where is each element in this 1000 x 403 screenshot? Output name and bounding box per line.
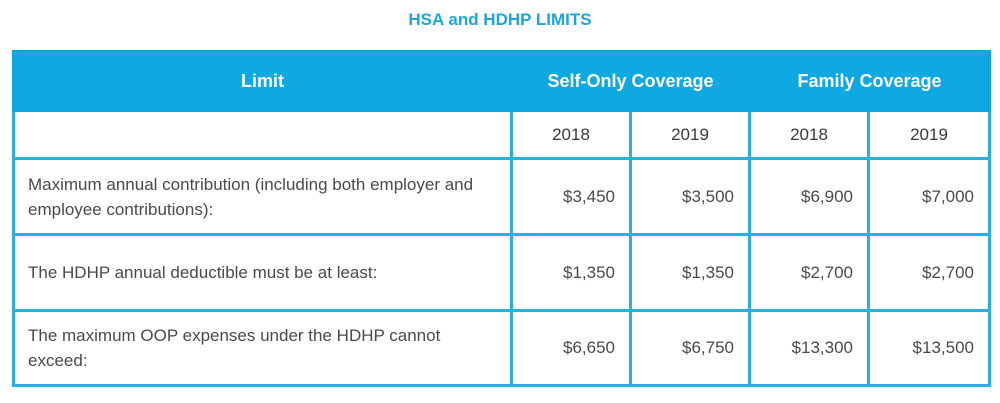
year-family-2018: 2018 — [748, 109, 870, 160]
cell-value: $6,750 — [629, 309, 751, 387]
page-title: HSA and HDHP LIMITS — [408, 10, 592, 29]
header-family-coverage: Family Coverage — [748, 50, 991, 112]
cell-value: $2,700 — [867, 233, 991, 312]
year-self-only-2018: 2018 — [510, 109, 632, 160]
table-row: The maximum OOP expenses under the HDHP … — [12, 309, 991, 387]
table-header-row: Limit Self-Only Coverage Family Coverage — [12, 50, 991, 112]
table-row: The HDHP annual deductible must be at le… — [12, 233, 991, 312]
header-self-only-coverage: Self-Only Coverage — [510, 50, 751, 112]
cell-value: $1,350 — [629, 233, 751, 312]
row-label: Maximum annual contribution (including b… — [12, 157, 513, 236]
cell-value: $13,300 — [748, 309, 870, 387]
year-row: 2018 2019 2018 2019 — [12, 109, 991, 160]
year-family-2019: 2019 — [867, 109, 991, 160]
row-label: The maximum OOP expenses under the HDHP … — [12, 309, 513, 387]
cell-value: $7,000 — [867, 157, 991, 236]
year-self-only-2019: 2019 — [629, 109, 751, 160]
cell-value: $6,650 — [510, 309, 632, 387]
cell-value: $6,900 — [748, 157, 870, 236]
table-row: Maximum annual contribution (including b… — [12, 157, 991, 236]
cell-value: $3,450 — [510, 157, 632, 236]
header-limit: Limit — [12, 50, 513, 112]
limits-table: Limit Self-Only Coverage Family Coverage… — [12, 50, 991, 387]
cell-value: $2,700 — [748, 233, 870, 312]
cell-value: $1,350 — [510, 233, 632, 312]
cell-value: $3,500 — [629, 157, 751, 236]
cell-value: $13,500 — [867, 309, 991, 387]
row-label: The HDHP annual deductible must be at le… — [12, 233, 513, 312]
year-row-blank — [12, 109, 513, 160]
